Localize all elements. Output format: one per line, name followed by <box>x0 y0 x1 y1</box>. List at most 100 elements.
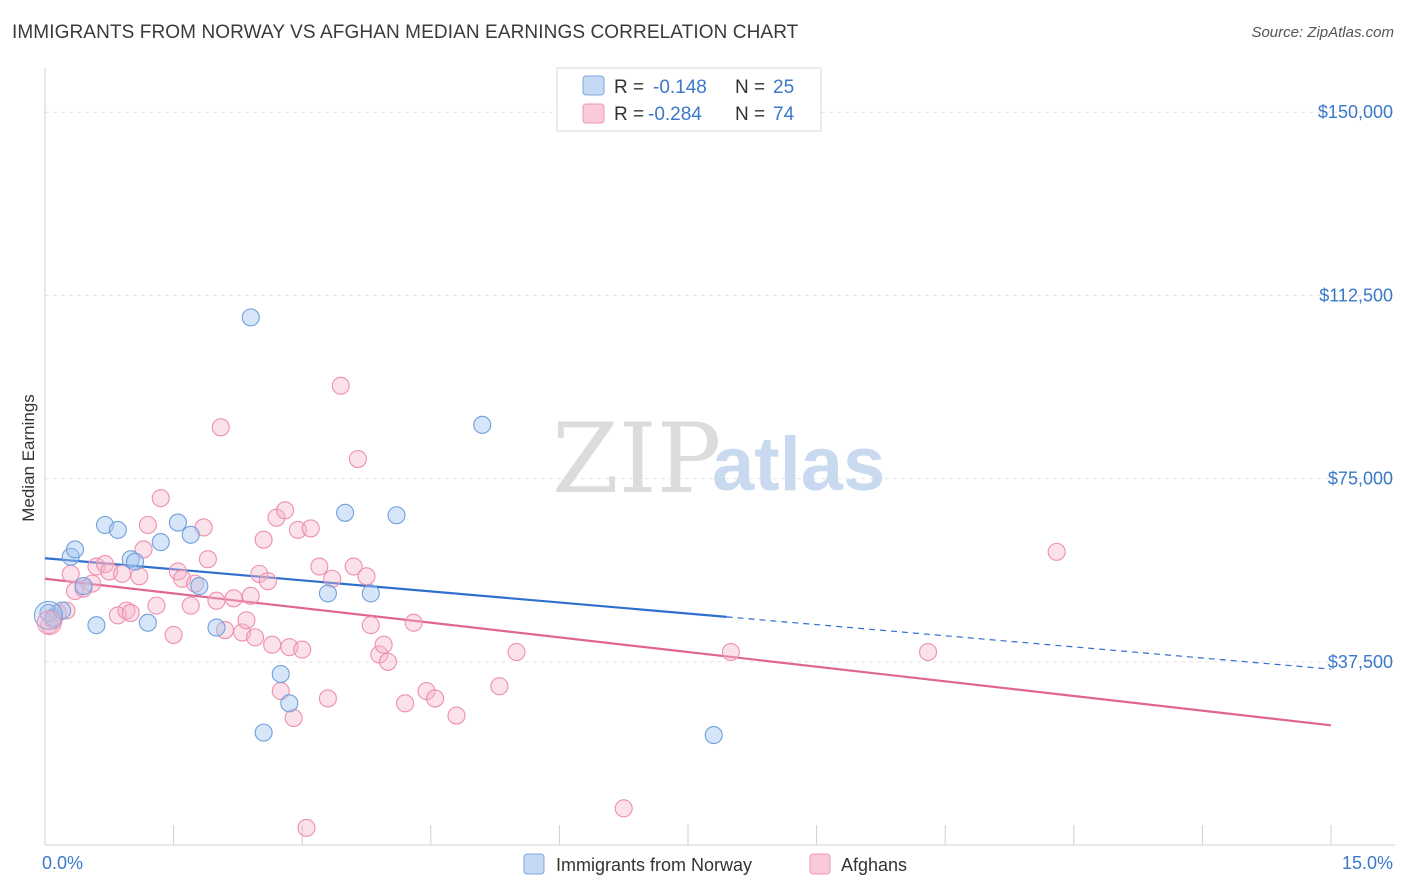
afghans-point-30 <box>224 589 243 608</box>
afghans-point-cluster <box>36 610 62 636</box>
afghans-point-36 <box>254 530 273 549</box>
norway-point-4 <box>65 540 85 559</box>
y-axis-label: Median Earnings <box>19 394 38 522</box>
x-tick-label-1: 15.0% <box>1342 853 1393 873</box>
norway-point-5 <box>74 577 93 596</box>
y-tick-label-0: $37,500 <box>1328 652 1393 672</box>
legend: R = -0.148 N = 25 R = -0.284 N = 74 <box>556 67 822 132</box>
afghans-point-58 <box>378 652 397 671</box>
afghans-point-57 <box>374 635 393 654</box>
afghans-point-28 <box>211 418 230 437</box>
norway-point-18 <box>254 723 273 742</box>
norway-point-17 <box>241 308 260 327</box>
bottom-legend-label-norway: Immigrants from Norway <box>556 855 752 875</box>
afghans-point-41 <box>276 501 295 520</box>
norway-point-15 <box>190 577 209 596</box>
afghans-point-12 <box>113 564 132 583</box>
x-tick-labels: 0.0% 15.0% <box>42 853 1393 873</box>
bottom-legend-swatch-afghans <box>809 853 831 875</box>
afghans-point-43 <box>284 708 303 728</box>
afghans-point-68 <box>919 642 938 662</box>
norway-point-14 <box>181 525 200 544</box>
afghans-point-52 <box>344 557 363 576</box>
afghans-point-19 <box>151 489 170 508</box>
afghans-point-32 <box>237 611 256 630</box>
norway-trend-line <box>44 557 727 618</box>
norway-point-8 <box>108 520 127 539</box>
afghans-point-34 <box>245 628 265 647</box>
norway-point-cluster <box>33 600 63 630</box>
legend-n-label-1: N = <box>735 77 765 98</box>
y-tick-labels: $37,500 $75,000 $112,500 $150,000 <box>1318 102 1393 672</box>
chart-source: Source: ZipAtlas.com <box>1251 24 1394 41</box>
afghans-point-67 <box>721 642 740 662</box>
norway-point-16 <box>207 618 226 637</box>
afghans-point-20 <box>164 625 183 644</box>
afghans-point-4 <box>61 564 80 583</box>
afghans-point-48 <box>310 557 329 576</box>
afghans-point-14 <box>121 603 140 622</box>
norway-point-21 <box>318 584 337 603</box>
afghans-point-37 <box>258 572 277 591</box>
y-tick-label-2: $112,500 <box>1319 285 1393 305</box>
afghans-point-60 <box>404 613 423 632</box>
norway-point-13 <box>168 513 187 532</box>
afghans-point-51 <box>331 376 350 395</box>
afghans-point-16 <box>134 540 153 559</box>
y-tick-label-1: $75,000 <box>1328 469 1393 489</box>
legend-n-value-1: 25 <box>773 77 794 98</box>
afghans-point-50 <box>323 569 342 588</box>
afghans-point-46 <box>297 818 316 837</box>
norway-trend-line-extension <box>726 616 1332 670</box>
legend-n-value-2: 74 <box>773 104 795 125</box>
afghans-point-33 <box>241 586 260 605</box>
watermark-zip: ZIP <box>552 403 721 515</box>
afghans-point-15 <box>130 567 149 586</box>
afghans-point-69 <box>1047 542 1066 561</box>
norway-point-23 <box>361 584 380 603</box>
norway-point-19 <box>271 664 290 684</box>
bottom-legend: Immigrants from Norway Afghans <box>523 853 907 875</box>
afghans-trend-line <box>44 577 1332 727</box>
y-tick-label-3: $150,000 <box>1318 102 1393 122</box>
norway-point-10 <box>125 552 145 571</box>
norway-point-22 <box>336 503 355 522</box>
norway-point-25 <box>473 415 492 434</box>
afghans-point-18 <box>147 596 166 615</box>
afghans-point-23 <box>181 596 200 615</box>
afghans-point-65 <box>507 642 526 662</box>
afghans-point-47 <box>301 519 320 538</box>
legend-r-label-2: R = <box>614 104 644 125</box>
legend-r-value-2: -0.284 <box>648 104 702 125</box>
norway-point-6 <box>87 616 106 635</box>
bottom-legend-label-afghans: Afghans <box>841 855 907 875</box>
legend-swatch-afghans <box>582 103 605 124</box>
legend-n-label-2: N = <box>735 104 765 125</box>
norway-point-12 <box>151 533 170 552</box>
legend-r-label-1: R = <box>614 77 644 98</box>
norway-point-24 <box>387 506 406 525</box>
afghans-point-53 <box>348 450 367 469</box>
watermark: ZIP atlas <box>552 403 885 515</box>
afghans-point-49 <box>318 689 337 708</box>
afghans-point-55 <box>361 616 380 635</box>
afghans-point-27 <box>207 591 226 610</box>
norway-point-11 <box>138 613 157 632</box>
afghans-point-66 <box>614 799 633 818</box>
afghans-point-26 <box>198 550 217 569</box>
norway-point-20 <box>280 694 299 713</box>
legend-swatch-norway <box>582 75 605 96</box>
data-points <box>33 308 1066 837</box>
trend-lines <box>44 557 1332 727</box>
afghans-point-54 <box>357 567 376 586</box>
afghans-point-38 <box>263 635 282 654</box>
afghans-point-64 <box>490 677 509 696</box>
afghans-point-63 <box>447 706 466 725</box>
x-tick-label-0: 0.0% <box>42 853 83 873</box>
norway-point-26 <box>704 726 723 745</box>
grid-lines <box>45 111 1395 663</box>
axes <box>44 68 1395 846</box>
afghans-point-62 <box>426 689 445 708</box>
chart-title: IMMIGRANTS FROM NORWAY VS AFGHAN MEDIAN … <box>12 22 799 43</box>
